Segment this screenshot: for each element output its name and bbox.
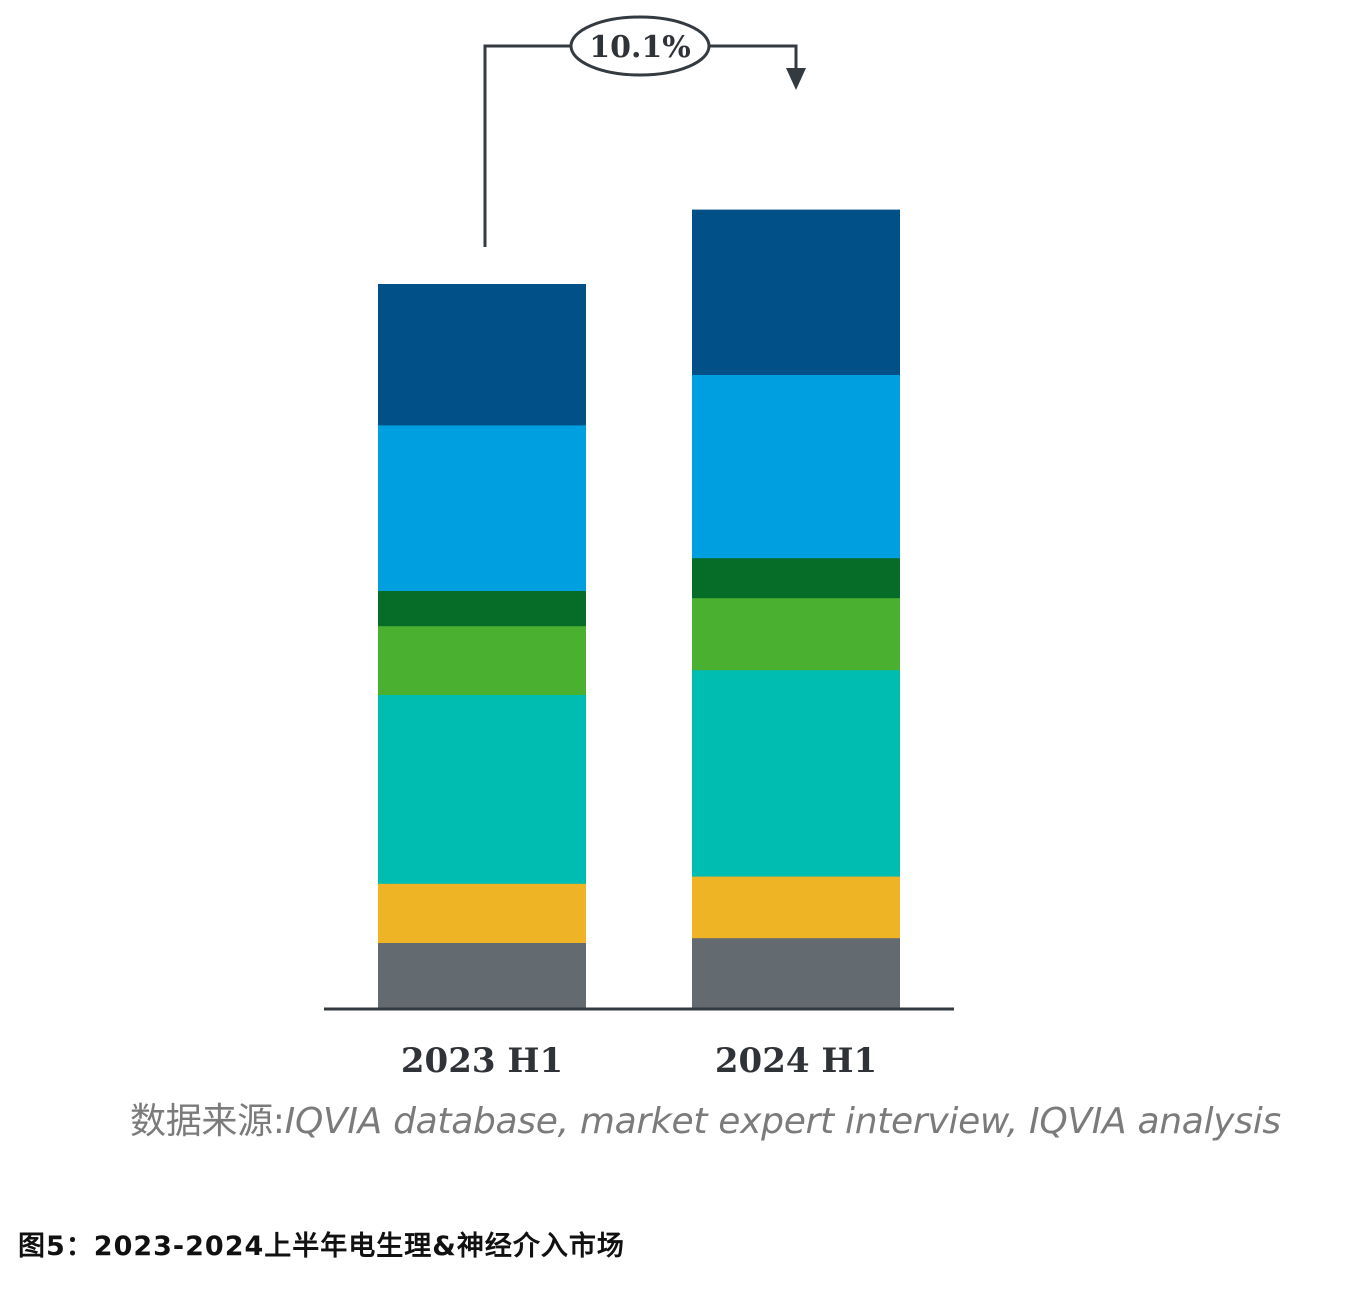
bar-segment-1-1 [692, 876, 900, 939]
data-source-label: 数据来源: [130, 1101, 285, 1142]
bar-segment-1-6 [692, 209, 900, 375]
bar-segment-1-5 [692, 374, 900, 559]
figure-caption: 图5：2023-2024上半年电生理&神经介入市场 [18, 1231, 625, 1262]
bar-segment-0-3 [378, 625, 586, 695]
growth-annotation: 10.1% [483, 15, 806, 247]
bar-segment-1-2 [692, 669, 900, 877]
bar-segment-0-0 [378, 942, 586, 1009]
x-tick-label: 2024 H1 [715, 1041, 877, 1081]
growth-label-oval [569, 15, 711, 77]
stacked-bar-chart: 2023 H1 2024 H1 10.1% [324, 15, 954, 1081]
growth-arrow-head [786, 68, 806, 90]
data-source-text: IQVIA database, market expert interview,… [284, 1101, 1282, 1142]
bar-segment-1-3 [692, 597, 900, 671]
bar-segment-0-1 [378, 883, 586, 943]
bars-group [378, 209, 900, 1009]
bar-segment-0-4 [378, 590, 586, 627]
bar-segment-1-4 [692, 557, 900, 599]
bar-segment-0-2 [378, 694, 586, 884]
bar-segment-0-5 [378, 424, 586, 591]
bar-segment-1-0 [692, 937, 900, 1009]
x-tick-label: 2023 H1 [401, 1041, 563, 1081]
bar-segment-0-6 [378, 284, 586, 426]
growth-rate-label: 10.1% [589, 30, 691, 65]
data-source-note: 数据来源:IQVIA database, market expert inter… [130, 1092, 1330, 1144]
x-tick-labels: 2023 H1 2024 H1 [401, 1041, 877, 1081]
